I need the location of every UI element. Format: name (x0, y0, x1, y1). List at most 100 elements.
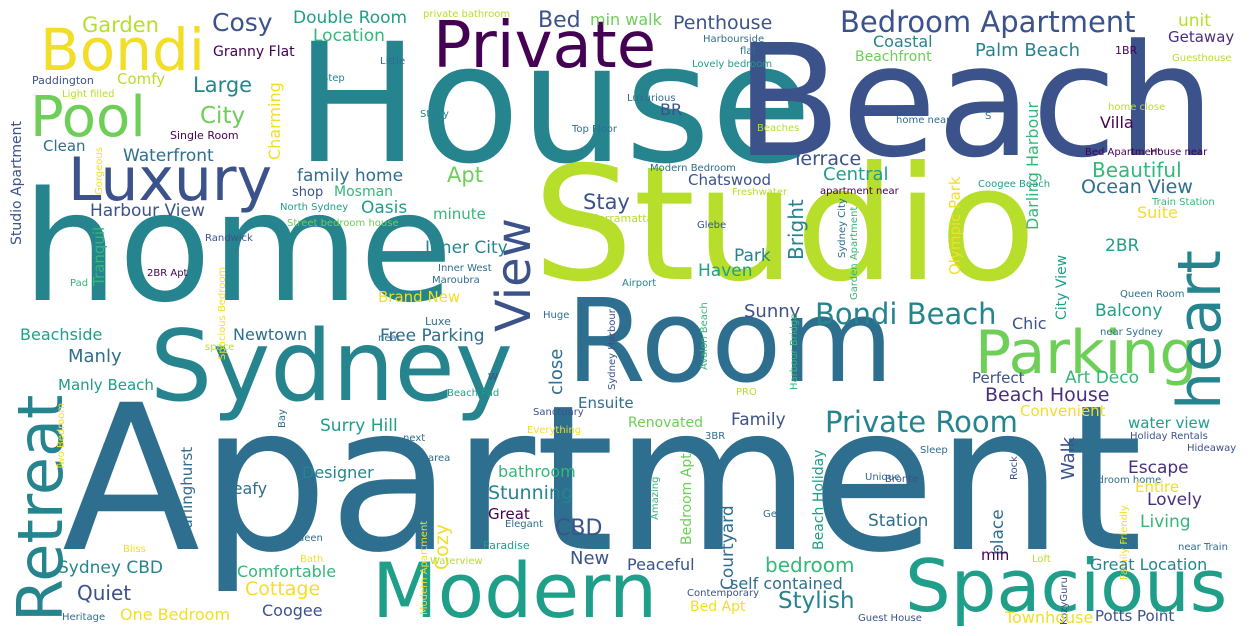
word: Harbour Bridge (789, 313, 800, 390)
word: Top Floor (572, 124, 617, 135)
word: Loft (1032, 554, 1051, 565)
word: Waterview (430, 556, 483, 567)
word: Brand New (378, 288, 461, 306)
word: 2BR (1105, 236, 1140, 256)
word: House near (1150, 147, 1208, 158)
word: near Sydney (1100, 327, 1163, 338)
word: Spacious (905, 544, 1228, 628)
word: Holiday Rentals (1130, 431, 1208, 442)
word: Sunny (744, 301, 801, 322)
word: Waterfront (123, 146, 214, 166)
word: Inner West (438, 263, 492, 274)
word: Stunning (488, 482, 574, 504)
word: apartment near (820, 186, 899, 197)
word: Beach (735, 11, 1216, 192)
word: home (22, 159, 453, 336)
word: Contemporary (687, 588, 759, 599)
word: Modern Bedroom (650, 163, 736, 174)
word: close (546, 348, 567, 395)
word: North Sydney (280, 202, 349, 213)
word: Terrace (792, 148, 862, 170)
word: Bliss (123, 544, 146, 555)
word: Modern (372, 546, 658, 635)
word: area (428, 453, 451, 464)
word: Potts Point (1095, 607, 1175, 625)
word: City (200, 103, 246, 129)
word: Townhouse (1005, 608, 1094, 627)
word: bedroom home (1085, 475, 1162, 486)
word: Apt (447, 163, 483, 187)
word: Central (823, 164, 889, 185)
word: Randwick (205, 233, 253, 244)
word: Unique (865, 472, 901, 483)
word: Sleep (920, 445, 948, 456)
word: S (985, 111, 992, 122)
word: Peaceful (627, 555, 695, 574)
word: BR (660, 100, 683, 119)
word: Escape (1128, 458, 1189, 478)
word: Double Room (293, 8, 408, 28)
word: Balcony (1095, 301, 1163, 321)
word: Queen Room (1120, 289, 1185, 300)
word: Family (731, 410, 786, 430)
word: Stylish (778, 588, 855, 614)
word: min (981, 546, 1010, 564)
word: Leafy (224, 479, 268, 498)
word: Luxe (425, 315, 451, 328)
word: Rock (1009, 456, 1020, 480)
word: Coogee Beach (978, 179, 1051, 190)
word: Beach Holiday (811, 449, 827, 550)
word: Darling Harbour (1023, 101, 1042, 230)
word: Cottage (245, 578, 321, 600)
word: Private Room (825, 405, 1018, 439)
word: Manly Beach (58, 376, 154, 394)
word: Suite (1137, 203, 1178, 222)
word: Comfy (117, 70, 166, 88)
word: Park (734, 246, 771, 266)
word: Art Deco (1065, 368, 1139, 388)
word: family home (297, 166, 404, 186)
word: House (295, 8, 813, 200)
word: Freshwater (732, 187, 788, 198)
word: Sydney CBD (58, 558, 163, 578)
word: Olympic Park (946, 176, 964, 275)
word: New (570, 548, 610, 569)
word: Luxury (68, 145, 273, 215)
word: PRO (736, 387, 757, 398)
word: Free Parking (380, 326, 485, 346)
word: Two Bedroom (56, 402, 67, 470)
word: Guest House (858, 613, 922, 624)
word: Lovely (1147, 490, 1202, 510)
word: Garden Apartment (849, 206, 860, 300)
word: Ensuite (578, 394, 634, 412)
word: Guesthouse (1172, 53, 1232, 64)
word: home near (896, 115, 951, 126)
word: Living (1140, 512, 1191, 532)
word: space (205, 342, 235, 353)
word: Bronte (885, 474, 919, 485)
word: Study (420, 109, 449, 120)
word: Entire (1135, 478, 1180, 496)
word: Bay (277, 409, 288, 428)
word: Penthouse (673, 12, 773, 34)
word: Chic (1012, 314, 1047, 333)
word: Train Station (1152, 197, 1215, 208)
word: Bath (300, 554, 324, 565)
word: bathroom (498, 462, 576, 481)
word: Gem (763, 509, 787, 520)
word: Oasis (361, 198, 408, 218)
word: Villa (1100, 113, 1134, 132)
word: Room (566, 275, 894, 409)
word: W (488, 372, 498, 383)
word: Parking (975, 318, 1198, 388)
word: Garden (82, 13, 159, 37)
word: Everything (527, 425, 582, 436)
word: Queen (290, 533, 323, 544)
word: Beach House (985, 384, 1110, 406)
word: Airport (622, 278, 657, 289)
word: heart (1165, 250, 1235, 410)
word: CBD (555, 516, 603, 541)
word: Parramatta (592, 212, 654, 225)
word: Sanctuary (533, 407, 584, 418)
